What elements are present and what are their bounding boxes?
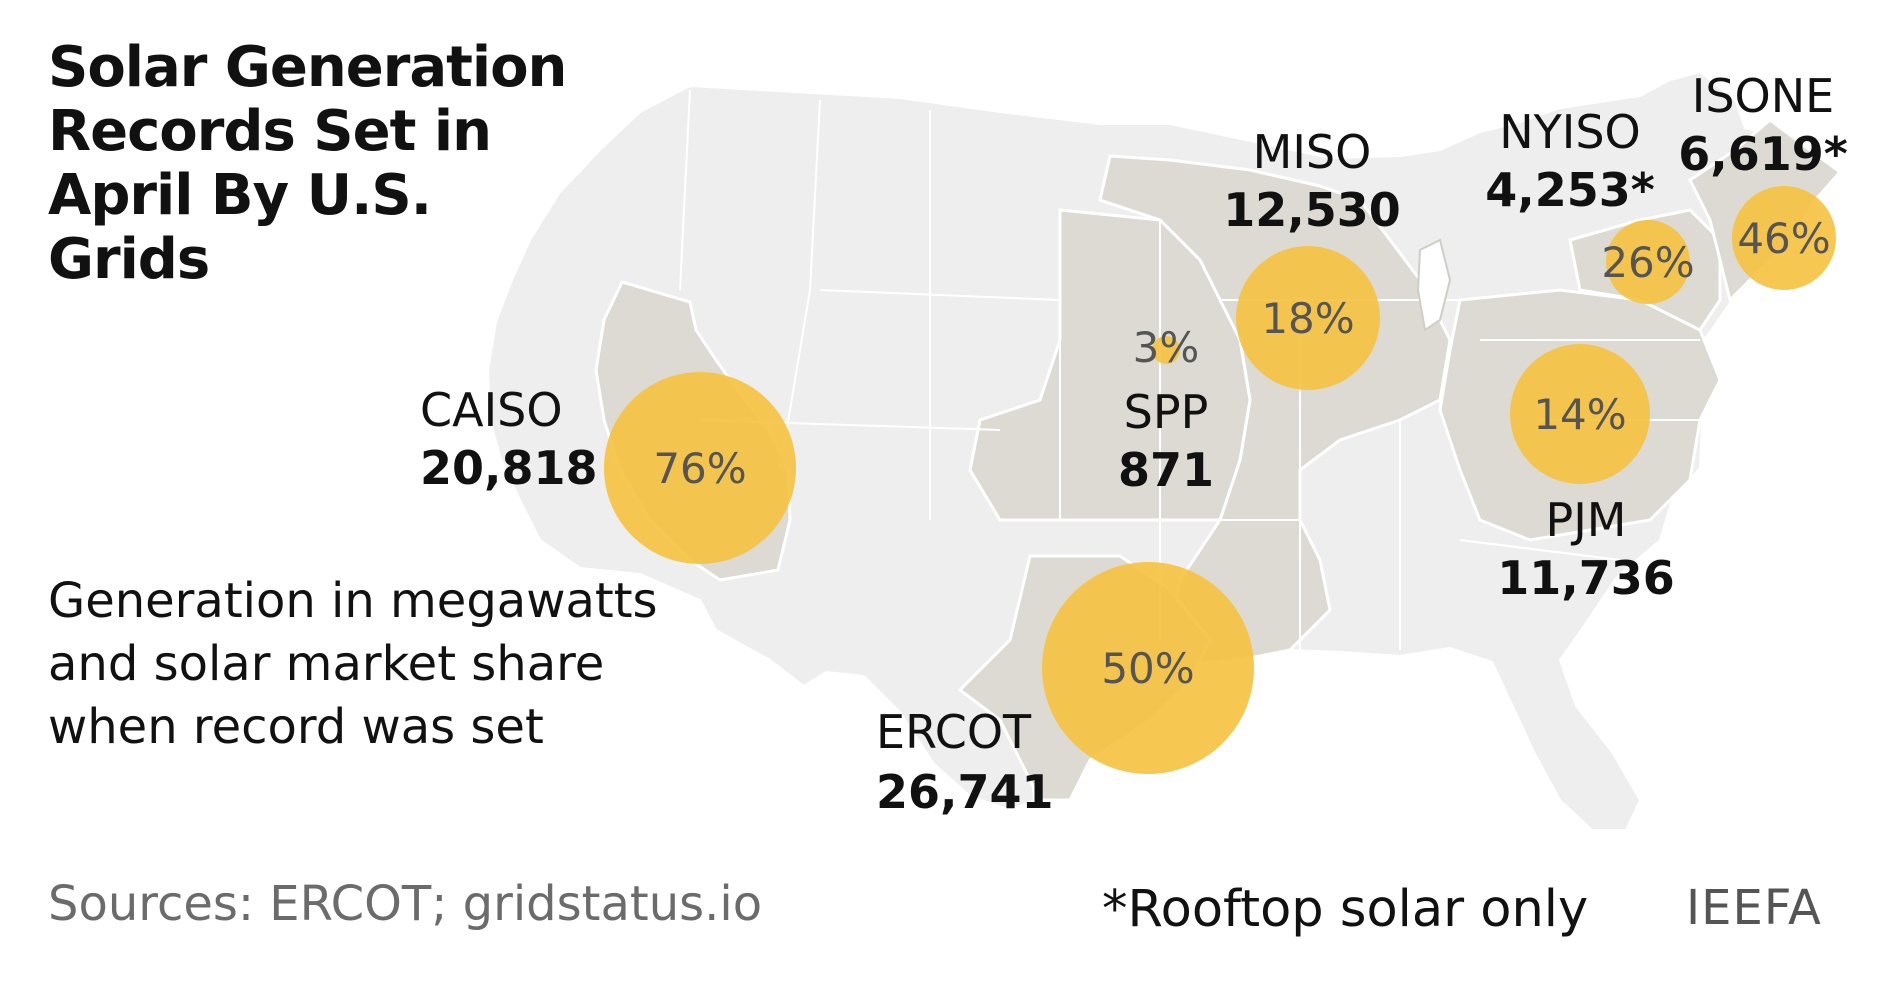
rooftop-footnote: *Rooftop solar only [1102,880,1589,939]
share-label-spp: 3% [1133,323,1200,372]
share-label-nyiso: 26% [1601,238,1694,287]
bubble-miso [1236,246,1380,390]
grid-name-miso: MISO [1253,125,1372,179]
share-label-pjm: 14% [1533,390,1626,439]
sources-note: Sources: ERCOT; gridstatus.io [48,876,763,932]
grid-name-spp: SPP [1124,385,1209,439]
chart-title: Solar Generation Records Set in April By… [48,35,567,292]
grid-name-isone: ISONE [1692,69,1834,123]
grid-generation-pjm: 11,736 [1497,551,1675,605]
bubble-isone [1732,186,1836,290]
bubble-nyiso [1606,220,1690,304]
bubble-pjm [1510,344,1650,484]
grid-name-nyiso: NYISO [1499,105,1640,159]
grid-generation-ercot: 26,741 [876,765,1054,819]
chart-subtitle: Generation in megawatts and solar market… [48,573,658,755]
grid-generation-caiso: 20,818 [420,441,598,495]
share-label-caiso: 76% [653,444,746,493]
grid-generation-spp: 871 [1118,443,1214,497]
share-label-isone: 46% [1737,214,1830,263]
grid-generation-isone: 6,619* [1678,127,1848,181]
great-lakes [1416,238,1452,332]
share-label-miso: 18% [1261,294,1354,343]
share-label-ercot: 50% [1101,644,1194,693]
grid-generation-nyiso: 4,253* [1485,163,1655,217]
bubble-ercot [1042,562,1254,774]
solar-bubbles [604,186,1836,774]
grid-name-caiso: CAISO [420,383,563,437]
grid-name-pjm: PJM [1546,493,1627,547]
grid-generation-miso: 12,530 [1223,183,1401,237]
ieefa-logo: IEEFA [1686,880,1822,936]
bubble-spp [1152,336,1180,364]
bubble-caiso [604,372,796,564]
grid-name-ercot: ERCOT [876,705,1032,759]
